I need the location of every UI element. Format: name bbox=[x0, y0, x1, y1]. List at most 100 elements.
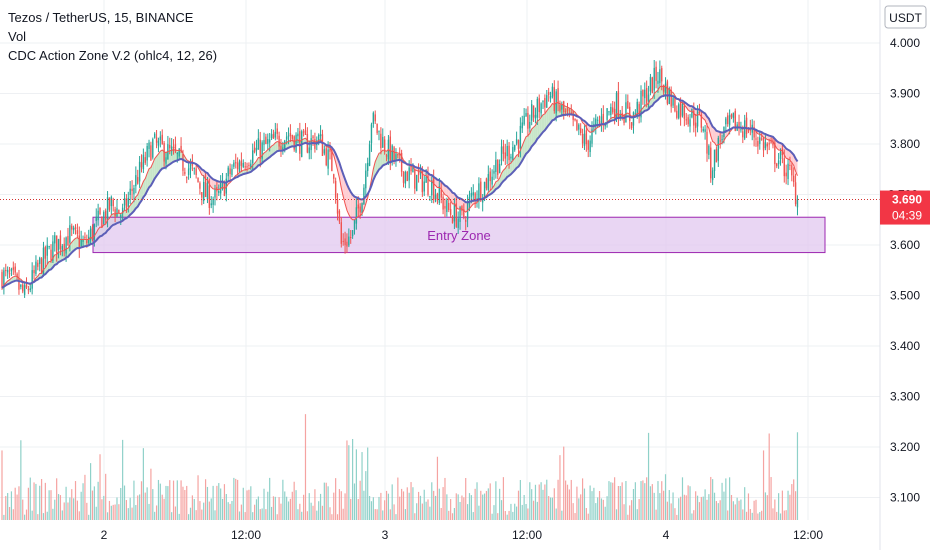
candle-body bbox=[544, 98, 546, 108]
volume-bar bbox=[421, 503, 423, 520]
volume-bar bbox=[693, 510, 695, 520]
volume-bar bbox=[116, 497, 118, 520]
candle-body bbox=[672, 98, 674, 106]
price-axis[interactable]: 4.000 3.900 3.800 3.600 3.500 3.400 3.300 3.200… bbox=[890, 36, 920, 505]
candle-body bbox=[725, 118, 727, 125]
candle-body bbox=[383, 139, 386, 152]
volume-bar bbox=[157, 479, 160, 520]
candle-body bbox=[636, 101, 638, 116]
volume-bar bbox=[261, 508, 263, 520]
candle-body bbox=[696, 111, 699, 127]
candle-body bbox=[438, 186, 441, 203]
candle-body bbox=[583, 133, 586, 146]
candle-body bbox=[595, 118, 597, 127]
ribbon-segment bbox=[352, 194, 355, 220]
volume-bar bbox=[659, 493, 661, 520]
candle-body bbox=[632, 112, 635, 126]
candle-body bbox=[210, 203, 212, 206]
candle-body bbox=[259, 139, 261, 160]
ribbon-segment bbox=[778, 142, 781, 151]
volume-bar bbox=[672, 492, 674, 520]
volume-bar bbox=[135, 505, 137, 520]
volume-bar bbox=[785, 510, 787, 520]
ribbon-segment bbox=[495, 180, 498, 190]
ribbon-segment bbox=[444, 185, 447, 196]
candle-body bbox=[510, 156, 512, 159]
candle-body bbox=[495, 159, 497, 173]
candle-body bbox=[711, 170, 714, 181]
volume-bar bbox=[663, 490, 665, 520]
candle-body bbox=[546, 95, 548, 108]
volume-bar bbox=[310, 502, 312, 520]
volume-bar bbox=[374, 509, 376, 520]
ribbon-segment bbox=[516, 154, 519, 168]
volume-bar bbox=[299, 503, 301, 520]
candle-body bbox=[289, 133, 292, 137]
last-price-value: 3.690 bbox=[892, 193, 922, 207]
volume-bar bbox=[57, 494, 60, 520]
currency-badge[interactable]: USDT bbox=[884, 5, 927, 29]
candle-body bbox=[730, 114, 733, 118]
candle-body bbox=[76, 230, 79, 235]
volume-bar bbox=[736, 497, 738, 520]
candle-body bbox=[538, 98, 540, 113]
candle-body bbox=[417, 171, 420, 176]
ribbon-segment bbox=[275, 141, 278, 153]
candle-body bbox=[161, 134, 163, 144]
candle-body bbox=[257, 138, 260, 150]
candle-body bbox=[694, 122, 697, 128]
candle-body bbox=[564, 111, 567, 113]
volume-bar bbox=[729, 477, 731, 520]
volume-bar bbox=[286, 496, 288, 520]
volume-bar bbox=[680, 496, 682, 520]
candle-body bbox=[253, 147, 256, 153]
volume-bar bbox=[523, 494, 525, 520]
candle-body bbox=[206, 182, 209, 200]
volume-bar bbox=[61, 510, 63, 520]
candle-body bbox=[738, 121, 740, 129]
candle-body bbox=[483, 181, 486, 198]
y-tick-label: 3.500 bbox=[890, 289, 920, 303]
volume-bar bbox=[738, 500, 740, 520]
ribbon-segment bbox=[542, 113, 545, 132]
volume-bar bbox=[499, 488, 501, 520]
volume-bar bbox=[525, 503, 527, 520]
candle-body bbox=[508, 145, 510, 161]
y-tick-label: 3.100 bbox=[890, 491, 920, 505]
candle-body bbox=[268, 139, 271, 143]
volume-bar bbox=[568, 489, 570, 520]
candle-body bbox=[380, 133, 382, 149]
volume-bar bbox=[655, 509, 657, 520]
volume-bar bbox=[97, 481, 99, 520]
candle-body bbox=[787, 163, 789, 180]
volume-bar bbox=[270, 506, 273, 520]
volume-bar bbox=[284, 491, 286, 520]
volume-bar bbox=[99, 454, 101, 520]
candle-body bbox=[189, 164, 192, 170]
candle-body bbox=[421, 170, 424, 193]
candle-body bbox=[378, 130, 380, 132]
candle-body bbox=[252, 150, 254, 164]
time-axis[interactable]: 2 12:00 3 12:00 4 12:00 bbox=[101, 528, 824, 542]
volume-bar bbox=[629, 505, 631, 520]
candle-body bbox=[93, 224, 96, 240]
candle-body bbox=[84, 236, 86, 239]
candle-body bbox=[606, 108, 608, 120]
symbol-title[interactable]: Tezos / TetherUS, 15, BINANCE bbox=[8, 10, 194, 25]
volume-bar bbox=[644, 483, 646, 520]
ribbon-segment bbox=[130, 203, 133, 215]
volume-bar bbox=[336, 514, 339, 520]
entry-zone-label: Entry Zone bbox=[427, 228, 491, 243]
candle-body bbox=[596, 119, 599, 121]
volume-bar bbox=[204, 479, 207, 520]
candle-body bbox=[104, 210, 107, 220]
volume-legend[interactable]: Vol bbox=[8, 29, 27, 44]
volume-bar bbox=[781, 490, 783, 520]
candle-body bbox=[133, 187, 135, 195]
candle-body bbox=[664, 83, 667, 94]
volume-bar bbox=[108, 500, 111, 520]
candle-body bbox=[63, 243, 65, 250]
candle-body bbox=[642, 90, 644, 97]
indicator-legend[interactable]: CDC Action Zone V.2 (ohlc4, 12, 26) bbox=[8, 48, 218, 63]
